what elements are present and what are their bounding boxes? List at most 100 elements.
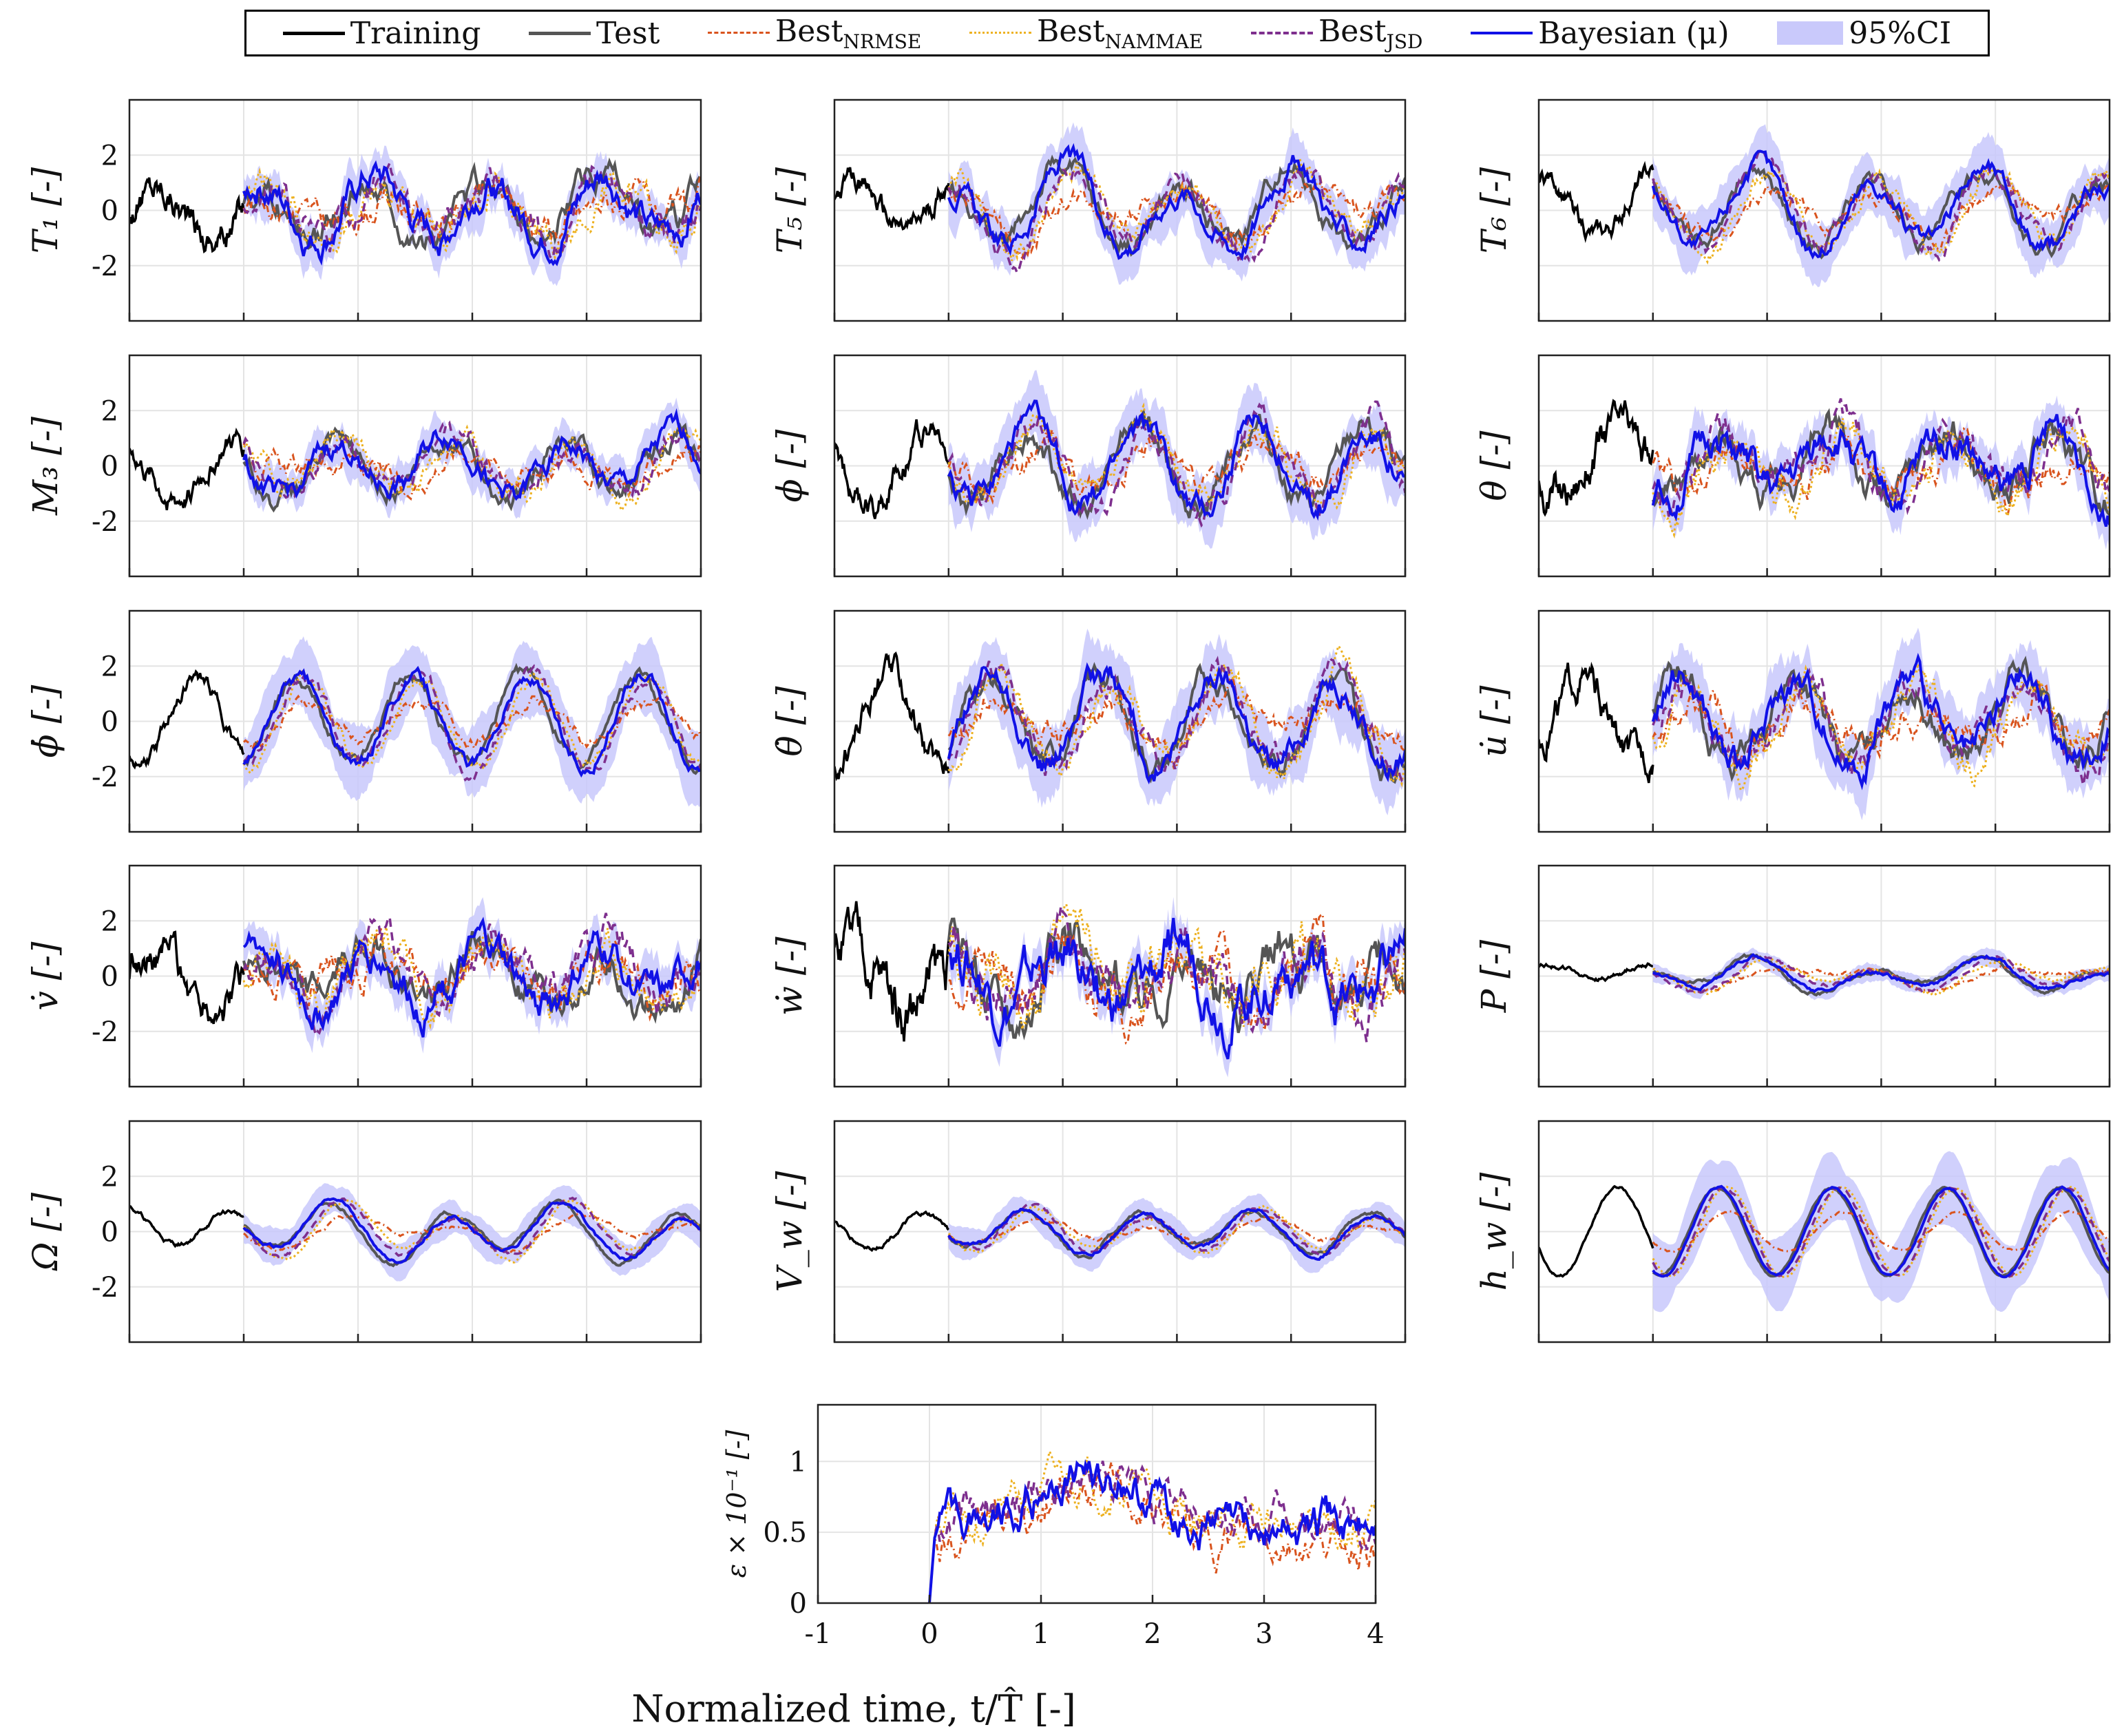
axes-frame: [128, 864, 702, 1088]
best-jsd-line: [1652, 398, 2110, 517]
legend-bayesian: Bayesian (μ): [1471, 16, 1729, 51]
axes-frame: [128, 1120, 702, 1343]
x-tick-label: 1: [1032, 1618, 1049, 1650]
training-line: [1539, 962, 1653, 983]
y-tick-label: 2: [101, 395, 118, 427]
bayesian-line: [947, 399, 1405, 521]
best-nammae-line: [1652, 166, 2110, 265]
best-nrmse-line: [1652, 679, 2110, 772]
axes-frame: [817, 1403, 1377, 1604]
panel-3: 2 0 -2 M₃ [-]: [25, 354, 702, 578]
panel-4: ϕ [-]: [770, 354, 1407, 578]
bayesian-line: [242, 160, 701, 266]
legend-ci: 95%CI: [1777, 16, 1951, 51]
best-jsd-line: [242, 420, 701, 501]
y-tick-label: -2: [92, 762, 118, 793]
y-axis-label: T₁ [-]: [25, 167, 65, 253]
bayesian-line: [242, 665, 701, 778]
legend-training: Training: [282, 16, 481, 51]
ci-band: [1652, 395, 2110, 550]
y-axis-label: ϕ [-]: [770, 429, 810, 502]
test-line: [947, 408, 1405, 521]
panel-12: 2 0 -2 Ω [-]: [25, 1120, 702, 1343]
best-nrmse-line: [948, 912, 1405, 1045]
legend: Training Test BestNRMSE BestNAMMAE BestJ…: [244, 10, 1990, 56]
best-jsd-line: [947, 1202, 1405, 1257]
bayesian-line: [928, 1458, 1376, 1603]
best-jsd-line: [242, 912, 701, 1039]
training-line: [129, 930, 245, 1025]
bayesian-line: [1652, 952, 2110, 994]
y-axis-label: h_w [-]: [1474, 1172, 1514, 1290]
best-nrmse-line: [947, 429, 1405, 505]
y-axis-label: Ω [-]: [25, 1192, 65, 1271]
bayesian-line: [1652, 1184, 2110, 1279]
y-tick-label: 0: [101, 1217, 118, 1248]
y-tick-label: 2: [101, 140, 118, 171]
y-tick-label: -2: [92, 506, 118, 538]
y-axis-label: T₅ [-]: [770, 167, 810, 253]
axes-frame: [1537, 1120, 2111, 1343]
axes-frame: [833, 609, 1407, 833]
best-jsd-line: [1652, 1186, 2110, 1278]
bayesian-line: [947, 662, 1405, 785]
x-axis-label: Normalized time, t/T̂ [-]: [631, 1686, 1076, 1730]
y-tick-label: 0: [101, 961, 118, 993]
axes-frame: [833, 864, 1407, 1088]
training-line: [1539, 160, 1654, 244]
best-nrmse-line: [928, 1461, 1376, 1603]
training-line: [129, 669, 245, 770]
panel-1: T₅ [-]: [770, 98, 1407, 322]
bayesian-line: [947, 1208, 1405, 1261]
panel-11: P [-]: [1474, 864, 2111, 1088]
best-nammae-line: [242, 926, 701, 1030]
panel-14: h_w [-]: [1474, 1120, 2111, 1343]
training-line: [834, 651, 950, 782]
axes-frame: [128, 609, 702, 833]
y-tick-label: 2: [101, 651, 118, 682]
x-tick-label: -1: [805, 1618, 832, 1650]
axes-frame: [833, 354, 1407, 578]
y-tick-label: 0.5: [763, 1517, 807, 1549]
best-nammae-line: [947, 402, 1405, 510]
y-tick-label: 0: [101, 451, 118, 483]
panel-8: u̇ [-]: [1474, 609, 2111, 833]
panel-15: 10.50-1 0 1 2 3 4ε × 10⁻¹ [-]: [722, 1403, 1385, 1650]
y-tick-label: 2: [101, 1161, 118, 1193]
y-axis-label: θ [-]: [1474, 430, 1514, 501]
training-line: [1539, 1184, 1654, 1278]
ci-band: [1652, 124, 2110, 288]
y-axis-label: M₃ [-]: [25, 416, 65, 516]
legend-best-nrmse: BestNRMSE: [707, 14, 921, 52]
training-line: [1539, 661, 1654, 784]
ci-band: [948, 897, 1405, 1078]
y-axis-label: u̇ [-]: [1474, 685, 1514, 757]
best-jsd-line: [242, 663, 701, 784]
bayesian-line: [1651, 652, 2110, 791]
panel-7: θ̇ [-]: [770, 609, 1407, 833]
best-nammae-line: [1652, 663, 2110, 793]
panel-2: T₆ [-]: [1474, 98, 2111, 322]
y-tick-label: 0: [101, 707, 118, 738]
axes-frame: [1537, 354, 2111, 578]
test-line: [947, 154, 1405, 257]
axes-frame: [833, 98, 1407, 322]
bayesian-line: [948, 917, 1405, 1060]
y-axis-label: v̇ [-]: [25, 941, 65, 1011]
axes-frame: [128, 354, 702, 578]
bayesian-line: [242, 917, 701, 1038]
best-jsd-line: [947, 654, 1405, 783]
training-line: [834, 419, 950, 519]
axes-frame: [128, 98, 702, 322]
panel-0: 2 0 -2 T₁ [-]: [25, 98, 702, 322]
bayesian-line: [1651, 149, 2110, 260]
x-tick-label: 2: [1144, 1618, 1161, 1650]
training-line: [834, 901, 950, 1042]
ci-band: [244, 397, 701, 519]
y-axis-label: P [-]: [1474, 939, 1514, 1013]
training-line: [129, 1205, 244, 1248]
training-line: [834, 167, 950, 231]
axes-frame: [1537, 98, 2111, 322]
y-axis-label: ϕ̇ [-]: [25, 684, 65, 757]
